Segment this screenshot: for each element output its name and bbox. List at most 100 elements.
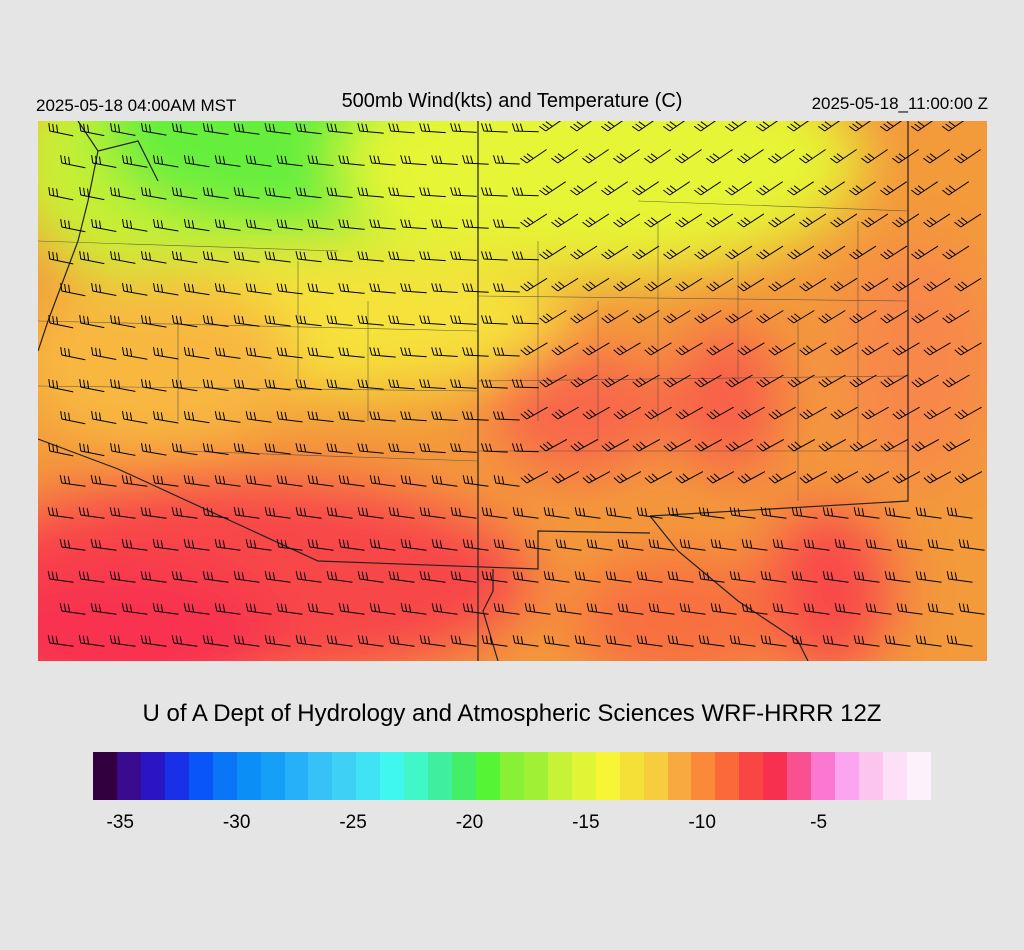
wind-barb [357, 507, 384, 519]
wind-barb [601, 438, 630, 452]
wind-barb [264, 379, 291, 391]
wind-barb [295, 507, 322, 519]
wind-barb [725, 374, 753, 388]
wind-barb [861, 406, 889, 420]
wind-barb [493, 539, 520, 551]
wind-barb [295, 315, 322, 327]
wind-barb [570, 181, 597, 196]
wind-barb [923, 213, 951, 228]
wind-barb [481, 123, 508, 133]
wind-barb [79, 123, 105, 137]
wind-barb [524, 539, 551, 551]
wind-barb [756, 245, 784, 260]
colorbar-tick-label: -35 [106, 812, 134, 833]
wind-barb [849, 181, 876, 196]
wind-barb [539, 181, 566, 196]
colorbar-swatch [571, 752, 596, 800]
wind-barb [791, 635, 818, 647]
wind-barb [520, 406, 548, 420]
wind-barb [338, 603, 365, 615]
wind-barb [450, 379, 477, 389]
wind-barb [171, 123, 198, 136]
valid-time-label: 2025-05-18_11:00:00 Z [811, 94, 988, 113]
wind-barb [942, 245, 970, 260]
wind-barb [493, 411, 520, 421]
colorbar-swatch [787, 752, 812, 800]
wind-barb [245, 603, 272, 615]
wind-barb [632, 181, 659, 196]
wind-barb [450, 123, 477, 133]
wind-barb [605, 507, 632, 519]
wind-barb [214, 603, 241, 615]
wind-barb [512, 635, 539, 647]
wind-barb [357, 379, 384, 390]
wind-barb [171, 315, 198, 328]
wind-barb [171, 571, 198, 583]
wind-barb [245, 539, 272, 551]
wind-barb [694, 310, 722, 324]
wind-barb [400, 539, 427, 551]
wind-barb [109, 635, 136, 647]
wind-barb [861, 277, 889, 292]
wind-barb [896, 539, 923, 551]
wind-barb [539, 438, 568, 452]
wind-barb [861, 342, 889, 356]
wind-barb [818, 245, 846, 260]
wind-barb [91, 411, 117, 424]
wind-barb [675, 342, 703, 356]
wind-barb [121, 539, 148, 551]
wind-barb [122, 219, 148, 232]
wind-barb [245, 347, 272, 359]
wind-barb [551, 471, 580, 484]
wind-barb [171, 443, 198, 456]
wind-barb [90, 603, 117, 615]
wind-barb [79, 443, 105, 457]
wind-barb [942, 438, 971, 452]
wind-barb [760, 507, 787, 519]
wind-barb [822, 507, 849, 519]
wind-barb [799, 277, 827, 292]
wind-barb [729, 571, 756, 583]
wind-barb [481, 571, 508, 583]
wind-barb [636, 571, 663, 583]
wind-barb [233, 187, 260, 199]
wind-barb [830, 213, 858, 228]
wind-barb [400, 155, 427, 166]
wind-barb [214, 219, 241, 231]
wind-barb [663, 438, 692, 452]
wind-barb [233, 571, 260, 583]
wind-barb [737, 149, 764, 164]
wind-barb [574, 635, 601, 647]
wind-barb [47, 571, 74, 583]
wind-barb [791, 507, 818, 519]
wind-barb [450, 251, 477, 261]
wind-barb [369, 475, 396, 487]
wind-barb [450, 507, 477, 519]
wind-barb [431, 475, 458, 487]
wind-barb [171, 507, 198, 519]
wind-barb [954, 471, 983, 484]
wind-barb [431, 603, 458, 615]
wind-barb [338, 539, 365, 551]
colorbar-ticks: -35 -30 -25 -20 -15 -10 -5 [93, 812, 931, 836]
wind-barb [481, 251, 508, 261]
wind-barb [818, 181, 845, 196]
wind-barb [369, 283, 396, 294]
wind-barb [233, 123, 260, 135]
colorbar-swatch [763, 752, 788, 800]
wind-barb [326, 187, 353, 198]
wind-barb [153, 283, 179, 296]
wind-barb [462, 539, 489, 551]
wind-barb [942, 310, 970, 324]
wind-barb [493, 283, 520, 293]
wind-barb [644, 471, 673, 484]
wind-barb [539, 374, 567, 388]
wind-barb [183, 603, 210, 615]
wind-barb [636, 507, 663, 519]
wind-barb [60, 219, 86, 233]
wind-barb [388, 443, 415, 454]
wind-barb [582, 406, 610, 420]
wind-barb [202, 635, 229, 647]
wind-barb [725, 121, 748, 132]
wind-barb [152, 475, 179, 487]
